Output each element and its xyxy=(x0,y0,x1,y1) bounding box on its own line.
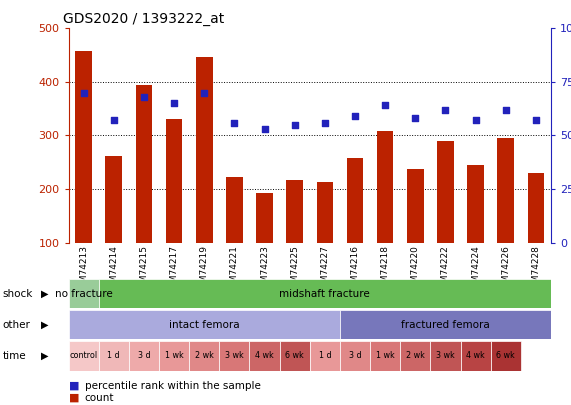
Point xyxy=(290,122,299,128)
Point xyxy=(260,126,269,132)
Text: 3 d: 3 d xyxy=(349,352,361,360)
Bar xyxy=(287,180,303,243)
Bar xyxy=(250,341,280,371)
Point xyxy=(501,107,510,113)
Bar xyxy=(136,85,152,243)
Bar xyxy=(159,341,189,371)
Bar xyxy=(497,138,514,243)
Text: ▶: ▶ xyxy=(41,289,49,298)
Text: 6 wk: 6 wk xyxy=(496,352,515,360)
Text: 1 d: 1 d xyxy=(107,352,120,360)
Bar xyxy=(99,341,129,371)
Bar xyxy=(166,119,182,243)
Bar xyxy=(106,156,122,243)
Bar xyxy=(219,341,250,371)
Point xyxy=(532,117,541,124)
Point xyxy=(109,117,118,124)
Bar xyxy=(340,341,370,371)
Bar xyxy=(347,158,363,243)
Bar xyxy=(377,131,393,243)
Text: ■: ■ xyxy=(69,393,79,403)
Point xyxy=(441,107,450,113)
Bar xyxy=(528,173,544,243)
Point xyxy=(170,100,179,107)
Text: other: other xyxy=(3,320,31,330)
Text: GDS2020 / 1393222_at: GDS2020 / 1393222_at xyxy=(63,12,224,26)
Bar xyxy=(226,177,243,243)
Text: 4 wk: 4 wk xyxy=(467,352,485,360)
Point xyxy=(79,90,88,96)
Point xyxy=(230,119,239,126)
Bar xyxy=(467,165,484,243)
Text: intact femora: intact femora xyxy=(169,320,239,330)
Point xyxy=(139,94,148,100)
Text: ▶: ▶ xyxy=(41,351,49,361)
Point xyxy=(471,117,480,124)
Text: no fracture: no fracture xyxy=(55,289,112,298)
Text: percentile rank within the sample: percentile rank within the sample xyxy=(85,381,260,390)
Text: 4 wk: 4 wk xyxy=(255,352,274,360)
Bar xyxy=(340,310,551,339)
Bar xyxy=(400,341,431,371)
Text: 6 wk: 6 wk xyxy=(286,352,304,360)
Text: 1 d: 1 d xyxy=(319,352,331,360)
Point xyxy=(351,113,360,119)
Bar xyxy=(69,279,99,308)
Text: 3 wk: 3 wk xyxy=(436,352,455,360)
Bar xyxy=(69,341,99,371)
Text: 3 wk: 3 wk xyxy=(225,352,244,360)
Bar xyxy=(490,341,521,371)
Point xyxy=(200,90,209,96)
Text: 1 wk: 1 wk xyxy=(376,352,395,360)
Bar xyxy=(431,341,461,371)
Text: 2 wk: 2 wk xyxy=(195,352,214,360)
Text: fractured femora: fractured femora xyxy=(401,320,490,330)
Text: control: control xyxy=(70,352,98,360)
Text: ▶: ▶ xyxy=(41,320,49,330)
Text: ■: ■ xyxy=(69,381,79,390)
Bar xyxy=(189,341,219,371)
Bar xyxy=(280,341,309,371)
Text: 1 wk: 1 wk xyxy=(164,352,183,360)
Bar xyxy=(309,341,340,371)
Text: count: count xyxy=(85,393,114,403)
Point xyxy=(320,119,329,126)
Bar xyxy=(256,193,273,243)
Bar xyxy=(129,341,159,371)
Bar xyxy=(69,310,340,339)
Bar xyxy=(316,182,333,243)
Point xyxy=(411,115,420,122)
Bar xyxy=(461,341,490,371)
Bar xyxy=(370,341,400,371)
Text: time: time xyxy=(3,351,26,361)
Bar xyxy=(407,168,424,243)
Bar xyxy=(437,141,454,243)
Point xyxy=(381,102,390,109)
Text: 2 wk: 2 wk xyxy=(406,352,425,360)
Bar xyxy=(75,51,92,243)
Bar xyxy=(196,57,212,243)
Text: 3 d: 3 d xyxy=(138,352,150,360)
Text: midshaft fracture: midshaft fracture xyxy=(279,289,370,298)
Text: shock: shock xyxy=(3,289,33,298)
